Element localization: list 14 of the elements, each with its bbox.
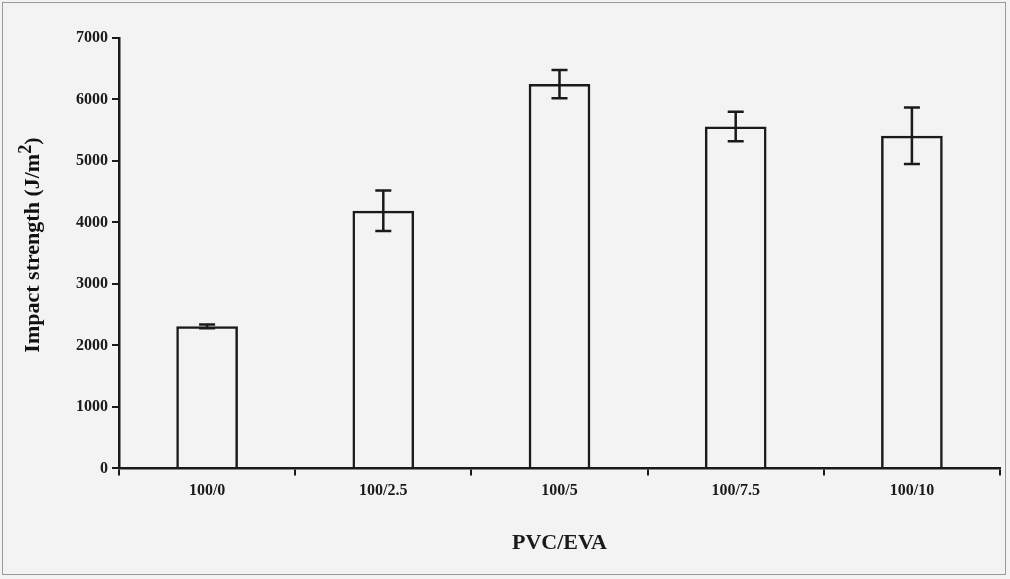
y-tick-label: 1000 <box>76 397 108 415</box>
y-tick-label: 2000 <box>76 335 108 353</box>
y-tick-label: 3000 <box>76 274 108 292</box>
x-tick-label: 100/10 <box>889 481 935 499</box>
y-tick-label: 0 <box>100 458 108 476</box>
y-tick-label: 5000 <box>76 151 108 169</box>
x-tick-label: 100/2.5 <box>359 481 408 499</box>
y-tick-label: 4000 <box>76 212 108 230</box>
y-tick-label: 6000 <box>76 89 108 107</box>
y-tick-label: 7000 <box>76 28 108 46</box>
x-tick-label: 100/5 <box>541 481 578 499</box>
x-tick-label: 100/7.5 <box>711 481 760 499</box>
x-tick-label: 100/0 <box>188 481 226 499</box>
x-axis-title: PVC/EVA <box>512 529 608 555</box>
